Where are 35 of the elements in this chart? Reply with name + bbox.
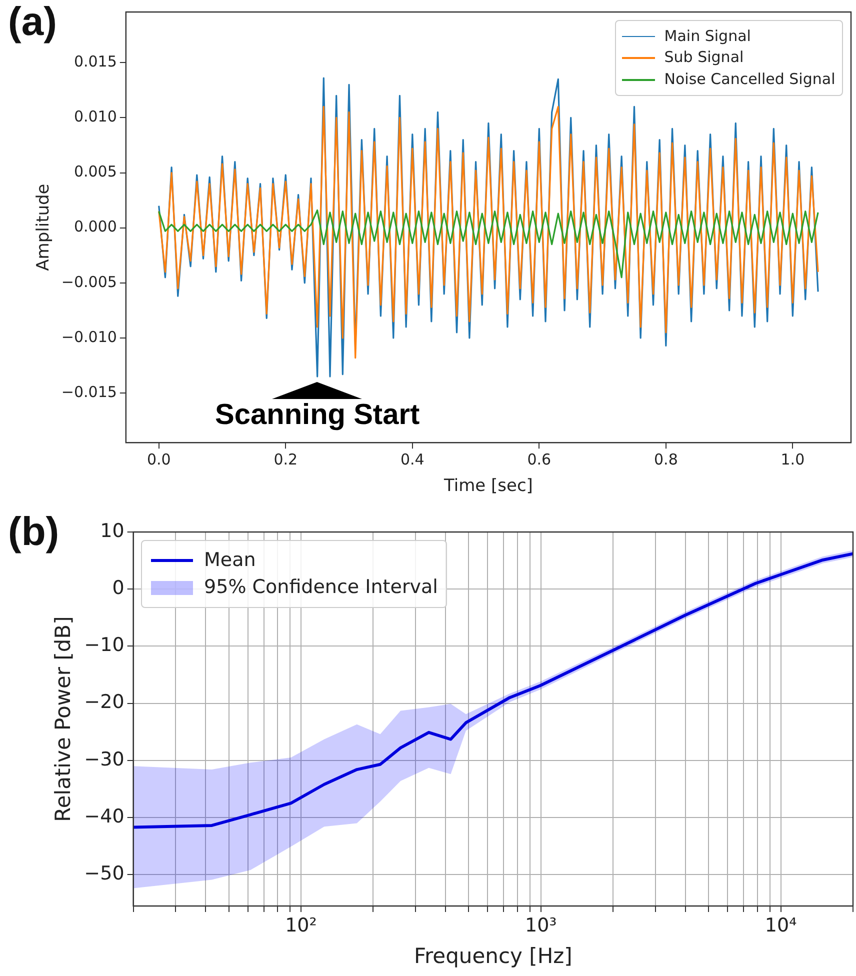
y-tick-label: 0.010 [74, 108, 117, 126]
y-tick-label: −10 [84, 634, 124, 656]
x-tick-label: 1.0 [780, 450, 805, 468]
y-axis-title: Amplitude [34, 184, 54, 271]
y-tick-label: 0 [112, 577, 124, 600]
x-tick-label: 0.6 [527, 450, 552, 468]
y-tick-label: −30 [84, 748, 124, 770]
legend-label: Noise Cancelled Signal [664, 70, 836, 88]
x-tick-label: 10⁴ [764, 914, 798, 936]
legend-label: 95% Confidence Interval [204, 576, 438, 598]
legend-label: Mean [204, 548, 256, 571]
x-tick-label: 0.2 [274, 450, 298, 468]
legend-label: Sub Signal [664, 48, 744, 66]
y-tick-label: −0.015 [61, 382, 117, 401]
y-tick-label: 0.000 [74, 218, 117, 236]
x-tick-label: 0.8 [654, 450, 678, 468]
x-tick-label: 10² [285, 914, 317, 936]
y-tick-label: 0.005 [74, 162, 117, 181]
y-axis-title: Relative Power [dB] [51, 616, 76, 822]
y-tick-label: −0.005 [61, 272, 117, 291]
x-tick-label: 0.4 [400, 450, 424, 468]
chart-title: (a) [8, 0, 57, 45]
y-tick-label: −20 [84, 691, 124, 714]
x-axis-title: Frequency [Hz] [414, 944, 572, 968]
y-tick-label: 0.015 [74, 52, 117, 71]
x-tick-label: 0.0 [146, 450, 171, 468]
x-tick-label: 10³ [524, 914, 557, 936]
x-axis-title: Time [sec] [442, 476, 533, 496]
y-tick-label: −0.010 [61, 328, 117, 346]
y-tick-label: −40 [84, 805, 124, 828]
y-tick-label: 10 [100, 520, 124, 542]
chart-title: (b) [8, 510, 60, 555]
legend-label: Main Signal [664, 26, 751, 44]
annotation: Scanning Start [215, 399, 420, 432]
y-tick-label: −50 [84, 862, 124, 885]
